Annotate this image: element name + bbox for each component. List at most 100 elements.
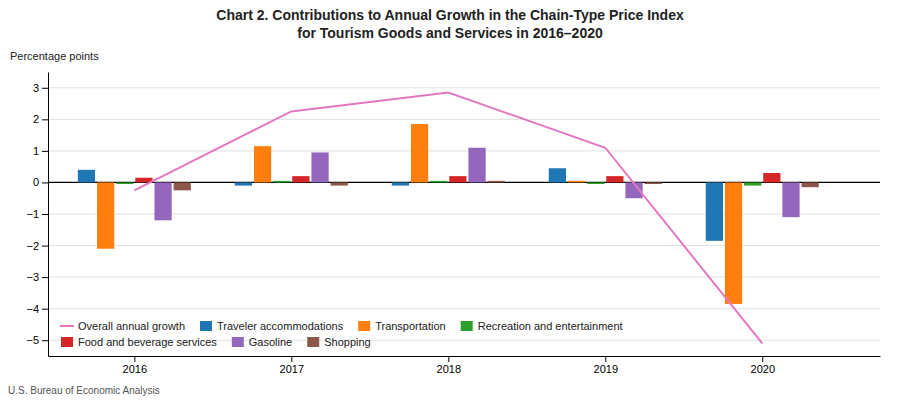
bar-series	[78, 168, 723, 241]
legend-label: Gasoline	[249, 336, 292, 348]
legend-swatch	[461, 321, 473, 331]
tick-label: 2018	[437, 363, 461, 375]
bar	[782, 182, 799, 217]
grid-line	[48, 150, 880, 151]
bar-series	[135, 173, 780, 182]
tick: 2	[33, 113, 48, 125]
grid-line	[48, 245, 880, 246]
legend-swatch	[232, 337, 244, 347]
tick-mark	[448, 356, 449, 362]
bar	[254, 146, 271, 182]
chart-svg: Chart 2. Contributions to Annual Growth …	[0, 0, 900, 400]
title: Chart 2. Contributions to Annual Growth …	[216, 7, 684, 23]
bar	[154, 182, 171, 220]
tick-label: 2	[33, 113, 39, 125]
legend-item: Gasoline	[232, 336, 292, 348]
legend-swatch	[61, 337, 73, 347]
tick: 2018	[437, 356, 461, 375]
bar	[706, 182, 723, 240]
tick-label: −2	[26, 240, 39, 252]
bar	[725, 182, 742, 303]
axis-line	[49, 356, 881, 357]
axis-line	[48, 73, 49, 357]
bar-series	[174, 181, 819, 190]
legend-item: Transportation	[358, 320, 446, 332]
grid-line	[48, 119, 880, 120]
legend-swatch	[200, 321, 212, 331]
bar	[430, 181, 447, 183]
tick-label: 0	[33, 176, 39, 188]
legend-item: Overall annual growth	[60, 320, 185, 332]
tick: 0	[33, 176, 48, 188]
tick: −2	[26, 240, 48, 252]
bar-series	[116, 181, 761, 186]
legend: Overall annual growth Traveler accommodat…	[60, 320, 623, 348]
tick-mark	[42, 88, 48, 89]
bar	[331, 182, 348, 185]
legend-swatch	[60, 325, 74, 327]
legend-item: Recreation and entertainment	[461, 320, 623, 332]
bar	[645, 182, 662, 184]
grid-line	[48, 87, 880, 88]
bar	[411, 124, 428, 182]
tick: −1	[26, 208, 48, 220]
tick-mark	[42, 214, 48, 215]
bar	[587, 182, 604, 184]
legend-label: Transportation	[375, 320, 446, 332]
bar	[606, 176, 623, 182]
tick-label: 2017	[280, 363, 304, 375]
tick-label: 2019	[594, 363, 618, 375]
grid	[48, 88, 880, 340]
tick: −4	[26, 303, 48, 315]
bar	[802, 182, 819, 187]
legend-item: Traveler accommodations	[200, 320, 344, 332]
tick: 1	[33, 145, 48, 157]
tick: 2019	[594, 356, 618, 375]
bar	[273, 181, 290, 183]
tick-mark	[42, 309, 48, 310]
tick-mark	[134, 356, 135, 362]
bar	[174, 182, 191, 190]
bar	[568, 181, 585, 183]
bar	[235, 182, 252, 185]
tick-mark	[291, 356, 292, 362]
line	[134, 93, 762, 344]
bar	[78, 170, 95, 183]
bar	[116, 182, 133, 184]
bar-series	[154, 148, 799, 221]
bar	[549, 168, 566, 182]
tick-mark	[42, 246, 48, 247]
tick-mark	[42, 182, 48, 183]
legend-label: Food and beverage services	[78, 336, 217, 348]
legend-swatch	[358, 321, 370, 331]
legend-label: Recreation and entertainment	[478, 320, 623, 332]
bar-series	[97, 124, 742, 304]
bar	[468, 148, 485, 183]
bar	[392, 182, 409, 185]
tick-mark	[605, 356, 606, 362]
legend-item: Food and beverage services	[61, 336, 217, 348]
tick: −5	[26, 334, 48, 346]
y-axis: −5 −4 −3 −2 −1 0 1 2 3	[26, 73, 48, 357]
tick-label: −4	[26, 303, 39, 315]
tick-label: 1	[33, 145, 39, 157]
bar	[311, 152, 328, 182]
bar	[292, 176, 309, 182]
y-axis-label: Percentage points	[10, 50, 99, 62]
tick-mark	[42, 340, 48, 341]
tick: 3	[33, 82, 48, 94]
grid-line	[48, 214, 880, 215]
grid-line	[48, 277, 880, 278]
plot-area	[78, 93, 819, 344]
tick-mark	[762, 356, 763, 362]
bar	[488, 181, 505, 183]
grid-line	[48, 308, 880, 309]
legend-label: Shopping	[324, 336, 371, 348]
legend-item: Shopping	[307, 336, 371, 348]
bar	[763, 173, 780, 182]
tick: −3	[26, 271, 48, 283]
bar	[449, 176, 466, 182]
legend-swatch	[307, 337, 319, 347]
tick-label: 2016	[123, 363, 147, 375]
tick-mark	[42, 277, 48, 278]
